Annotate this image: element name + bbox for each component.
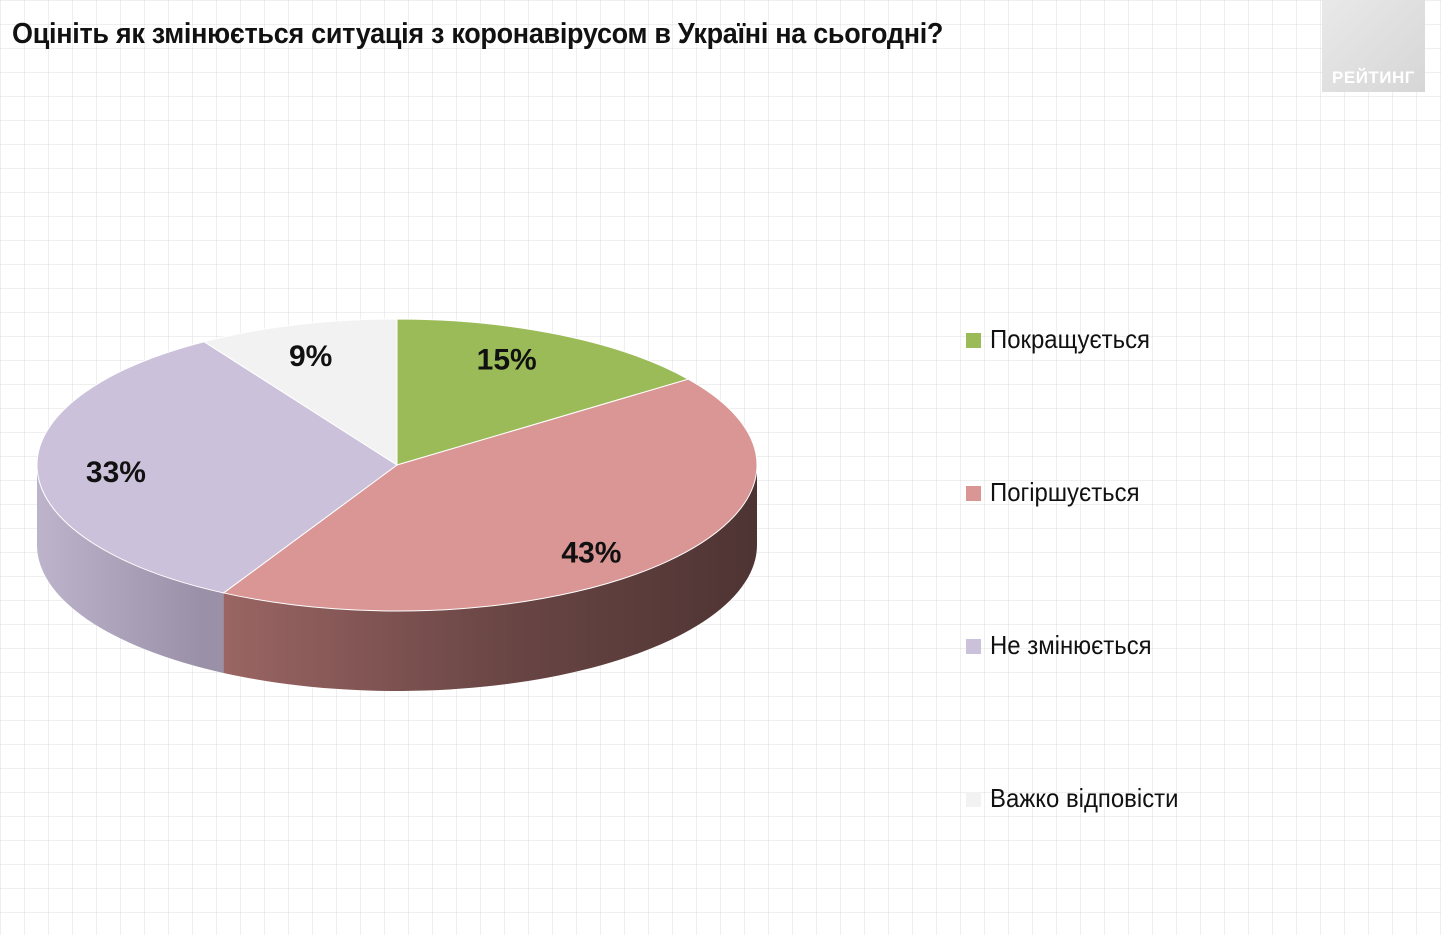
pie-side-unchanged [37, 465, 224, 673]
pie-slice-improving [396, 318, 690, 466]
pie-slice-unchanged [36, 341, 398, 594]
data-label-hard-to-say: 9% [289, 340, 332, 373]
pie-side-worsening [223, 465, 758, 691]
legend-swatch [966, 639, 981, 654]
legend-swatch [966, 333, 981, 348]
data-label-improving: 15% [477, 343, 537, 376]
rating-logo-text: РЕЙТИНГ [1332, 68, 1415, 87]
legend-label: Не змінюється [990, 630, 1152, 660]
legend-swatch [966, 486, 981, 501]
data-label-unchanged: 33% [86, 456, 146, 489]
legend-label: Покращується [990, 324, 1151, 354]
pie-slice-worsening [222, 378, 758, 612]
legend-label: Важко відповісти [990, 783, 1179, 813]
legend-swatch [966, 792, 981, 807]
data-label-worsening: 43% [561, 536, 621, 569]
rating-logo: РЕЙТИНГ [1322, 0, 1425, 92]
chart-title: Оцініть як змінюється ситуація з коронав… [12, 18, 944, 50]
pie-slice-hard-to-say [202, 318, 398, 466]
legend-label: Погіршується [990, 477, 1140, 507]
